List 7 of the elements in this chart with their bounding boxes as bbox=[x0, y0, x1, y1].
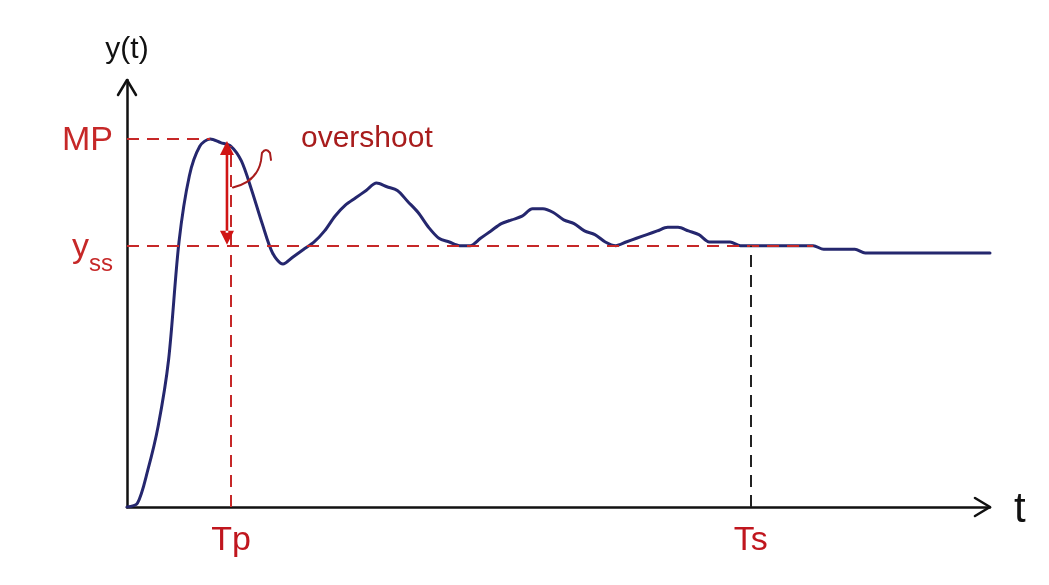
ref-line-label: MP bbox=[62, 118, 113, 157]
x-axis-title: t bbox=[1014, 483, 1026, 531]
y-axis-title: y(t) bbox=[105, 30, 149, 64]
annotation: overshoot bbox=[300, 119, 434, 153]
x-tick-label: Tp bbox=[211, 519, 251, 557]
x-tick-label: Ts bbox=[733, 519, 768, 557]
ref-line-label: y$_{ss}$ bbox=[72, 225, 113, 276]
